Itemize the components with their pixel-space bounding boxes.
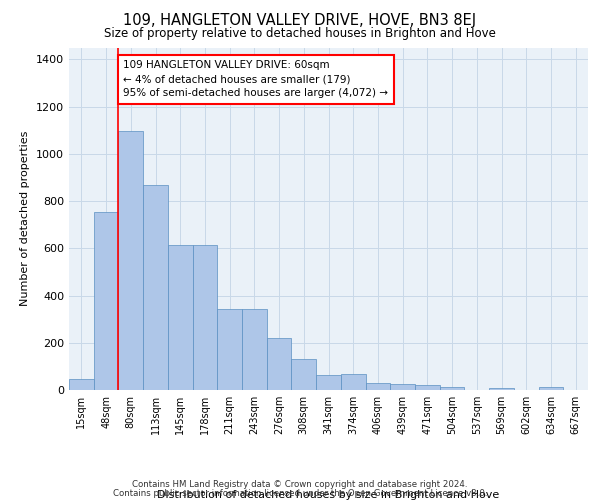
Text: Size of property relative to detached houses in Brighton and Hove: Size of property relative to detached ho… <box>104 28 496 40</box>
Bar <box>242 308 267 390</box>
Bar <box>217 308 242 390</box>
Bar <box>118 132 143 390</box>
Text: Contains public sector information licensed under the Open Government Licence v3: Contains public sector information licen… <box>113 488 487 498</box>
Y-axis label: Number of detached properties: Number of detached properties <box>20 131 31 306</box>
Text: 109 HANGLETON VALLEY DRIVE: 60sqm
← 4% of detached houses are smaller (179)
95% : 109 HANGLETON VALLEY DRIVE: 60sqm ← 4% o… <box>124 60 388 98</box>
Bar <box>341 374 365 390</box>
Text: Contains HM Land Registry data © Crown copyright and database right 2024.: Contains HM Land Registry data © Crown c… <box>132 480 468 489</box>
Bar <box>316 374 341 390</box>
Bar <box>365 384 390 390</box>
Bar <box>267 338 292 390</box>
Bar <box>168 244 193 390</box>
Bar <box>193 244 217 390</box>
Bar <box>69 380 94 390</box>
Bar <box>390 384 415 390</box>
Bar <box>94 212 118 390</box>
X-axis label: Distribution of detached houses by size in Brighton and Hove: Distribution of detached houses by size … <box>157 490 500 500</box>
Bar <box>539 387 563 390</box>
Text: 109, HANGLETON VALLEY DRIVE, HOVE, BN3 8EJ: 109, HANGLETON VALLEY DRIVE, HOVE, BN3 8… <box>124 12 476 28</box>
Bar <box>440 387 464 390</box>
Bar <box>292 360 316 390</box>
Bar <box>415 385 440 390</box>
Bar <box>143 184 168 390</box>
Bar <box>489 388 514 390</box>
